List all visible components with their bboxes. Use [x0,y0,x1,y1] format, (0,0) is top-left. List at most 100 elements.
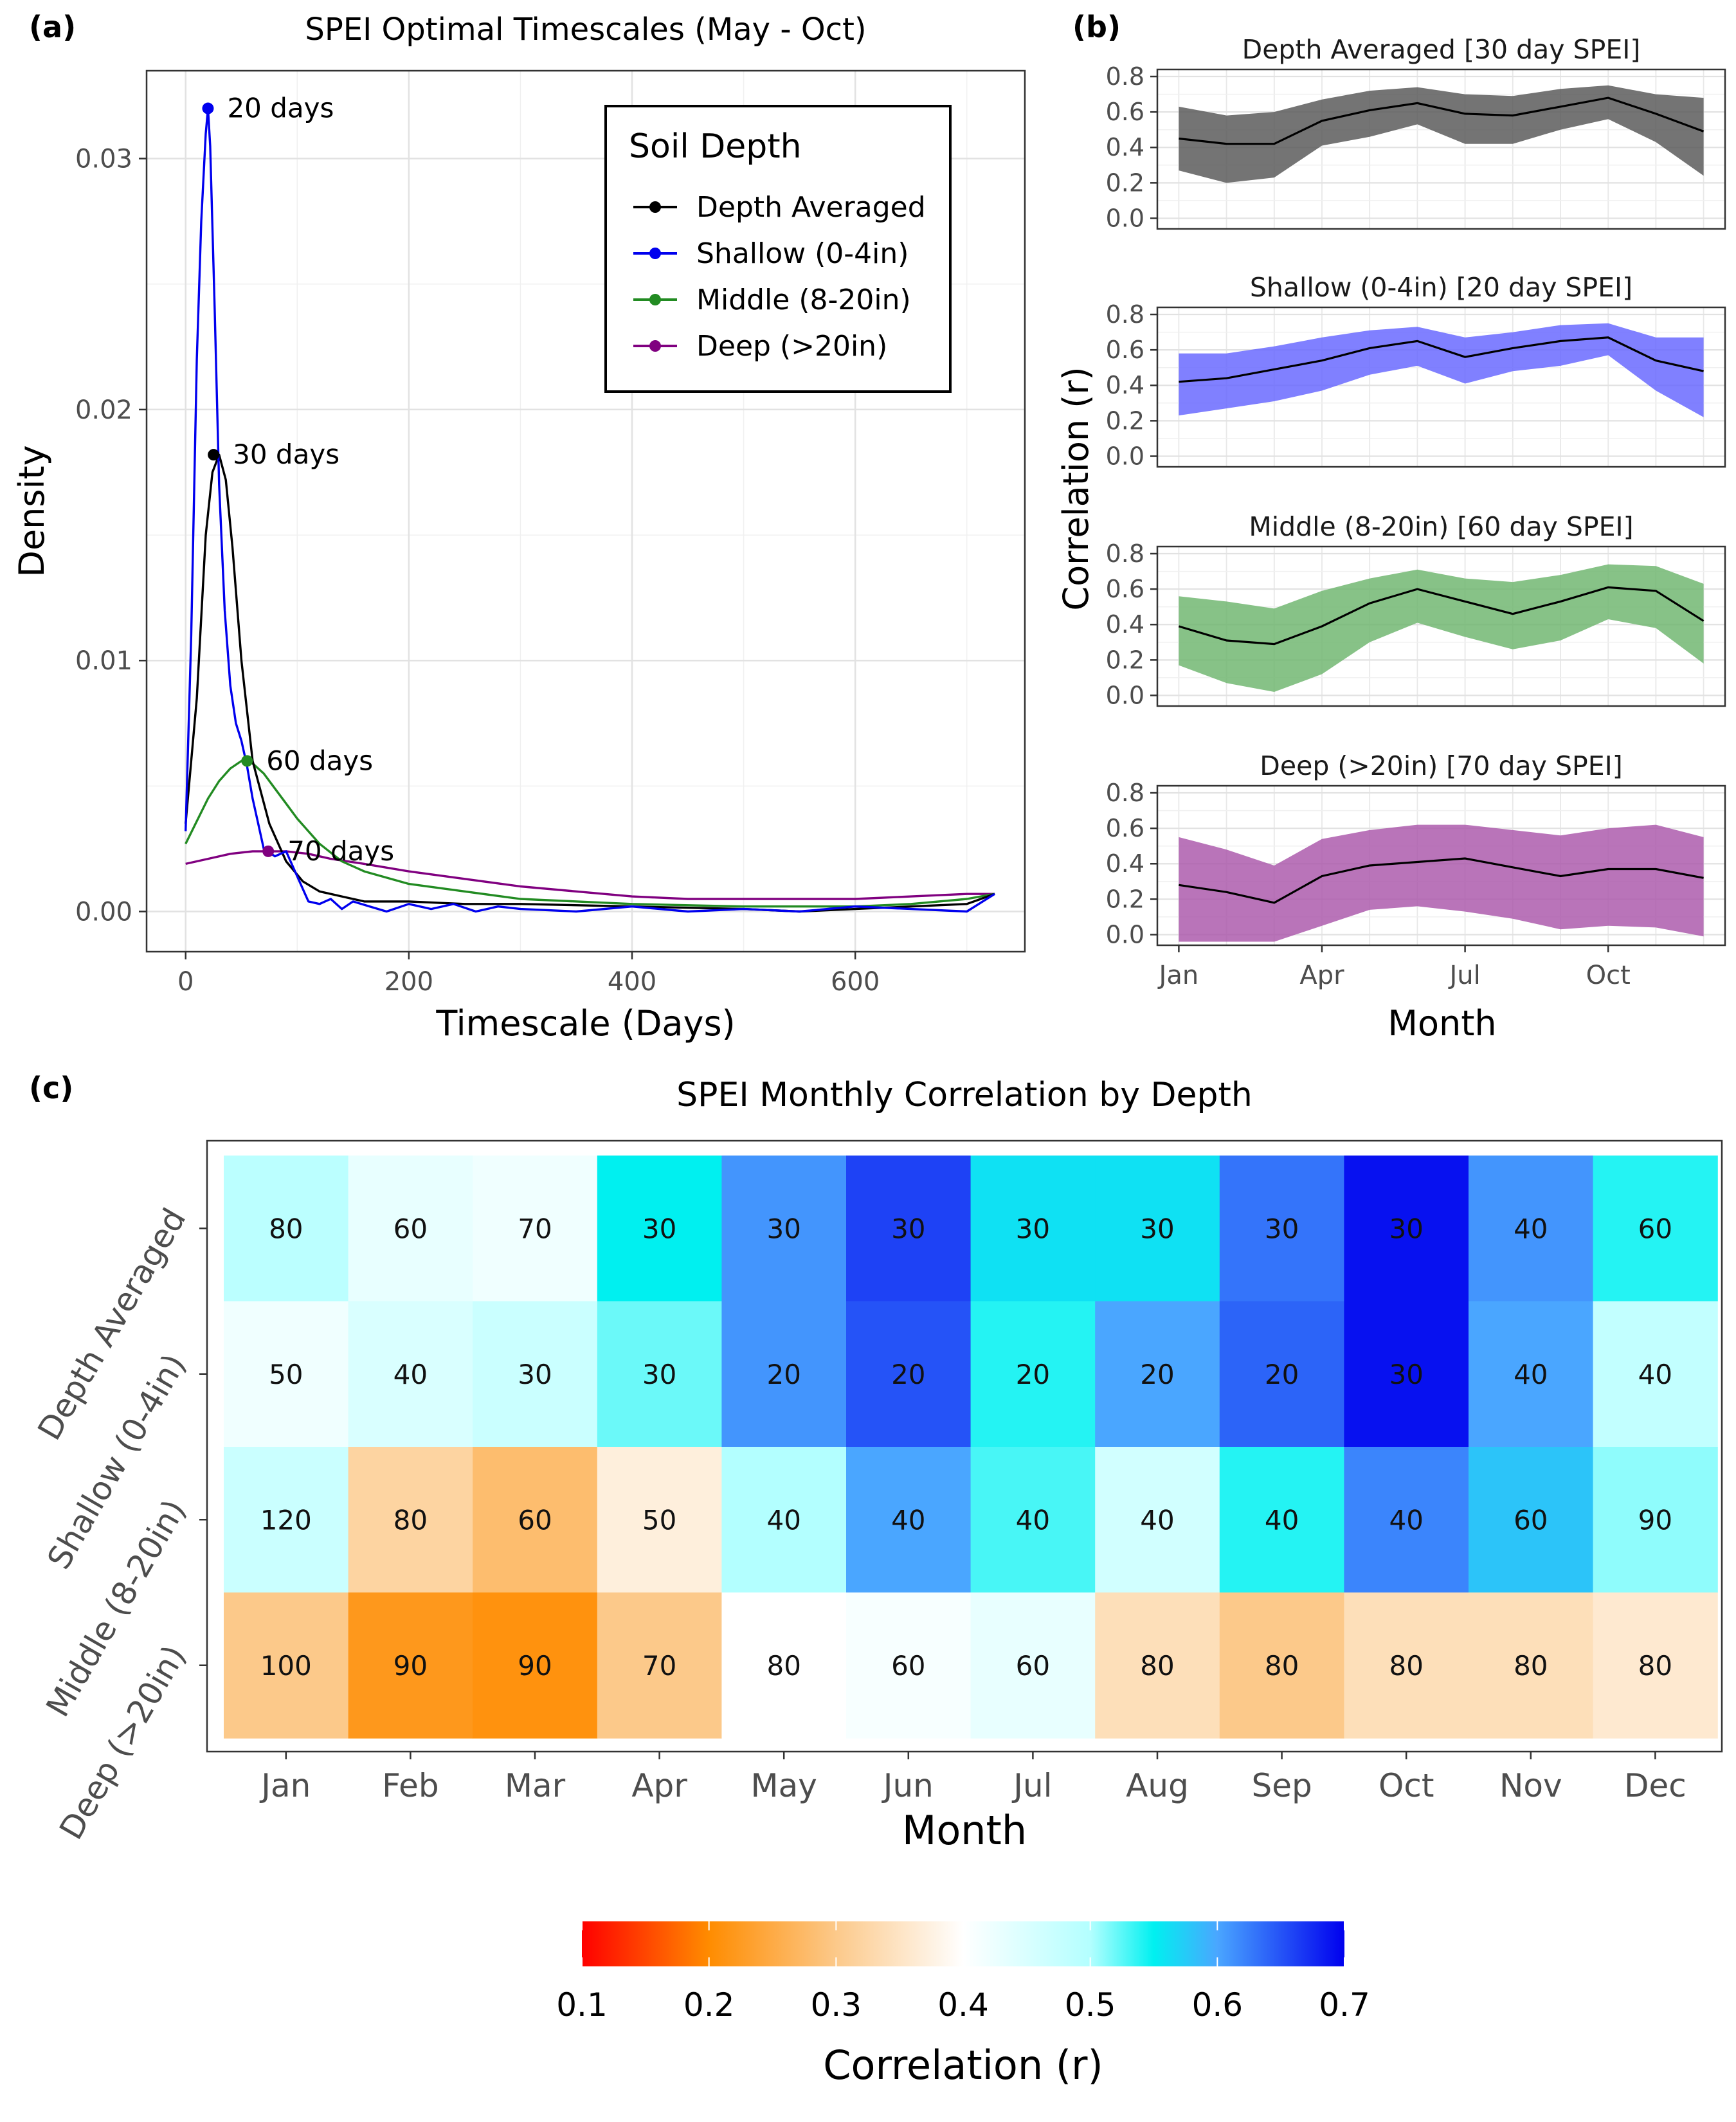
y-tick-label: 0.8 [1106,300,1144,329]
heatmap-cell-label: 90 [518,1650,552,1682]
heatmap-cell [970,1156,1096,1302]
x-tick-label: 400 [608,967,656,997]
y-tick-label: 0.8 [1106,779,1144,807]
heatmap-cell-label: 30 [1265,1213,1299,1244]
facet-middle-8-20in-60-day-spei: Middle (8-20in) [60 day SPEI] 0.0 0.2 0.4 0.… [1106,511,1726,709]
heatmap-cell [1095,1447,1220,1593]
legend-box [604,105,952,393]
x-tick-label: Apr [1299,961,1344,990]
heatmap-cell-label: 60 [1514,1504,1548,1536]
peak-marker-deep-20in [262,845,275,857]
heatmap-cell [721,1156,847,1302]
x-tick-label: Sep [1251,1767,1312,1804]
x-tick-label: Dec [1624,1767,1686,1804]
series-line-middle-8-20in [185,759,995,908]
density-peak-markers: 30 days 20 days 60 days 70 days [202,93,394,867]
heatmap-cell-label: 80 [393,1504,428,1536]
heatmap-cell [473,1592,598,1739]
heatmap-cell-label: 20 [1016,1359,1050,1390]
x-tick-label: Jun [882,1767,934,1804]
heatmap-cell [1219,1301,1344,1447]
density-x-axis-label: Timescale (Days) [435,1003,735,1044]
y-tick-label: 0.4 [1106,849,1144,878]
heatmap-cell [970,1592,1096,1739]
heatmap-cell [597,1447,722,1593]
x-tick-label: Jan [1157,961,1199,990]
facet-shallow-0-4in-20-day-spei: Shallow (0-4in) [20 day SPEI] 0.0 0.2 0.4 0.… [1106,272,1726,470]
density-y-axis-label: Density [12,445,52,577]
facet-border [1156,784,1726,947]
heatmap-cell-label: 30 [1389,1359,1423,1390]
ribbon-shallow-0-4in-20-day-spei [1179,323,1704,417]
y-tick-label: 0.0 [1106,442,1144,470]
heatmap-cell [348,1156,473,1302]
y-tick-label: 0.2 [1106,885,1144,913]
ribbon-middle-8-20in-60-day-spei [1179,564,1704,692]
mean-line-depth-averaged-30-day-spei [1179,96,1704,145]
heatmap-cell-label: 100 [260,1650,312,1682]
peak-label-shallow-0-4in: 20 days [227,93,334,124]
heatmap-cell [721,1592,847,1739]
legend-item-deep-20in: Deep (>20in) [696,330,887,363]
legend-key-dot [649,294,661,305]
heatmap-cell-label: 30 [642,1359,676,1390]
heatmap-cell [1344,1592,1469,1739]
peak-label-middle-8-20in: 60 days [266,745,373,776]
facet-border [1156,545,1726,707]
y-tick-label: 0.01 [75,646,132,676]
heatmap-cell-label: 70 [642,1650,676,1682]
colorbar-tick-label: 0.1 [556,1986,608,2024]
heatmap-cell [224,1447,349,1593]
heatmap-cell-label: 60 [891,1650,925,1682]
heatmap-cell [473,1156,598,1302]
colorbar-tick-label: 0.5 [1065,1986,1116,2024]
heatmap-cell [1344,1156,1469,1302]
heatmap-cell-label: 80 [1140,1650,1174,1682]
x-tick-label: 600 [831,967,880,997]
heatmap-cell [1469,1447,1594,1593]
colorbar-tick-label: 0.7 [1319,1986,1370,2024]
facet-deep-20in-70-day-spei: Deep (>20in) [70 day SPEI] 0.0 0.2 0.4 0.6 0.… [1106,750,1726,948]
heatmap-cell [224,1592,349,1739]
correlation-panels: Depth Averaged [30 day SPEI] 0.0 0.2 0.4 0.6… [1056,34,1726,1044]
y-tick-label: 0.6 [1106,814,1144,842]
heatmap-cell [597,1156,722,1302]
heatmap-cell-label: 40 [1514,1359,1548,1390]
y-tick-label: 0.4 [1106,133,1144,161]
legend-key-dot [649,248,661,259]
correlation-x-axis-label: Month [1388,1003,1496,1044]
heatmap-cell [721,1301,847,1447]
heatmap-cell [597,1301,722,1447]
heatmap-cell-label: 70 [518,1213,552,1244]
heatmap-border [206,1139,1723,1753]
heatmap-cell-label: 20 [1140,1359,1174,1390]
heatmap-cell-label: 60 [1638,1213,1672,1244]
density-chart-title: SPEI Optimal Timescales (May - Oct) [305,12,866,48]
y-tick-label: 0.4 [1106,371,1144,399]
density-legend: Soil Depth Depth Averaged Shallow (0-4in)… [604,105,952,393]
heatmap-cell [1469,1592,1594,1739]
heatmap-cell-label: 80 [269,1213,303,1244]
y-tick-label: 0.2 [1106,646,1144,674]
heatmap-cell-label: 40 [1514,1213,1548,1244]
heatmap-cell [1095,1592,1220,1739]
heatmap-cells: 80 60 70 30 30 30 30 30 30 30 40 60 50 40 30 30 20 20 20 20… [224,1156,1718,1739]
heatmap-cell [1593,1156,1718,1302]
heatmap-cell-label: 40 [393,1359,428,1390]
colorbar-tick-label: 0.2 [683,1986,735,2024]
x-tick-label: Jul [1011,1767,1052,1804]
series-line-deep-20in [185,850,995,900]
x-tick-label: Aug [1126,1767,1189,1804]
legend-items: Depth Averaged Shallow (0-4in) Middle (8-2… [633,191,926,363]
heatmap-cell-label: 40 [1638,1359,1672,1390]
heatmap-cell [1469,1156,1594,1302]
y-tick-label: 0.6 [1106,575,1144,603]
heatmap-cell [473,1447,598,1593]
heatmap-title: SPEI Monthly Correlation by Depth [676,1076,1252,1114]
y-tick-label-depth-averaged: Depth Averaged [31,1202,194,1446]
heatmap-cell-label: 30 [766,1213,800,1244]
heatmap-cell [1469,1301,1594,1447]
mean-line-deep-20in-70-day-spei [1179,857,1704,904]
legend-item-shallow-0-4in: Shallow (0-4in) [696,237,909,270]
